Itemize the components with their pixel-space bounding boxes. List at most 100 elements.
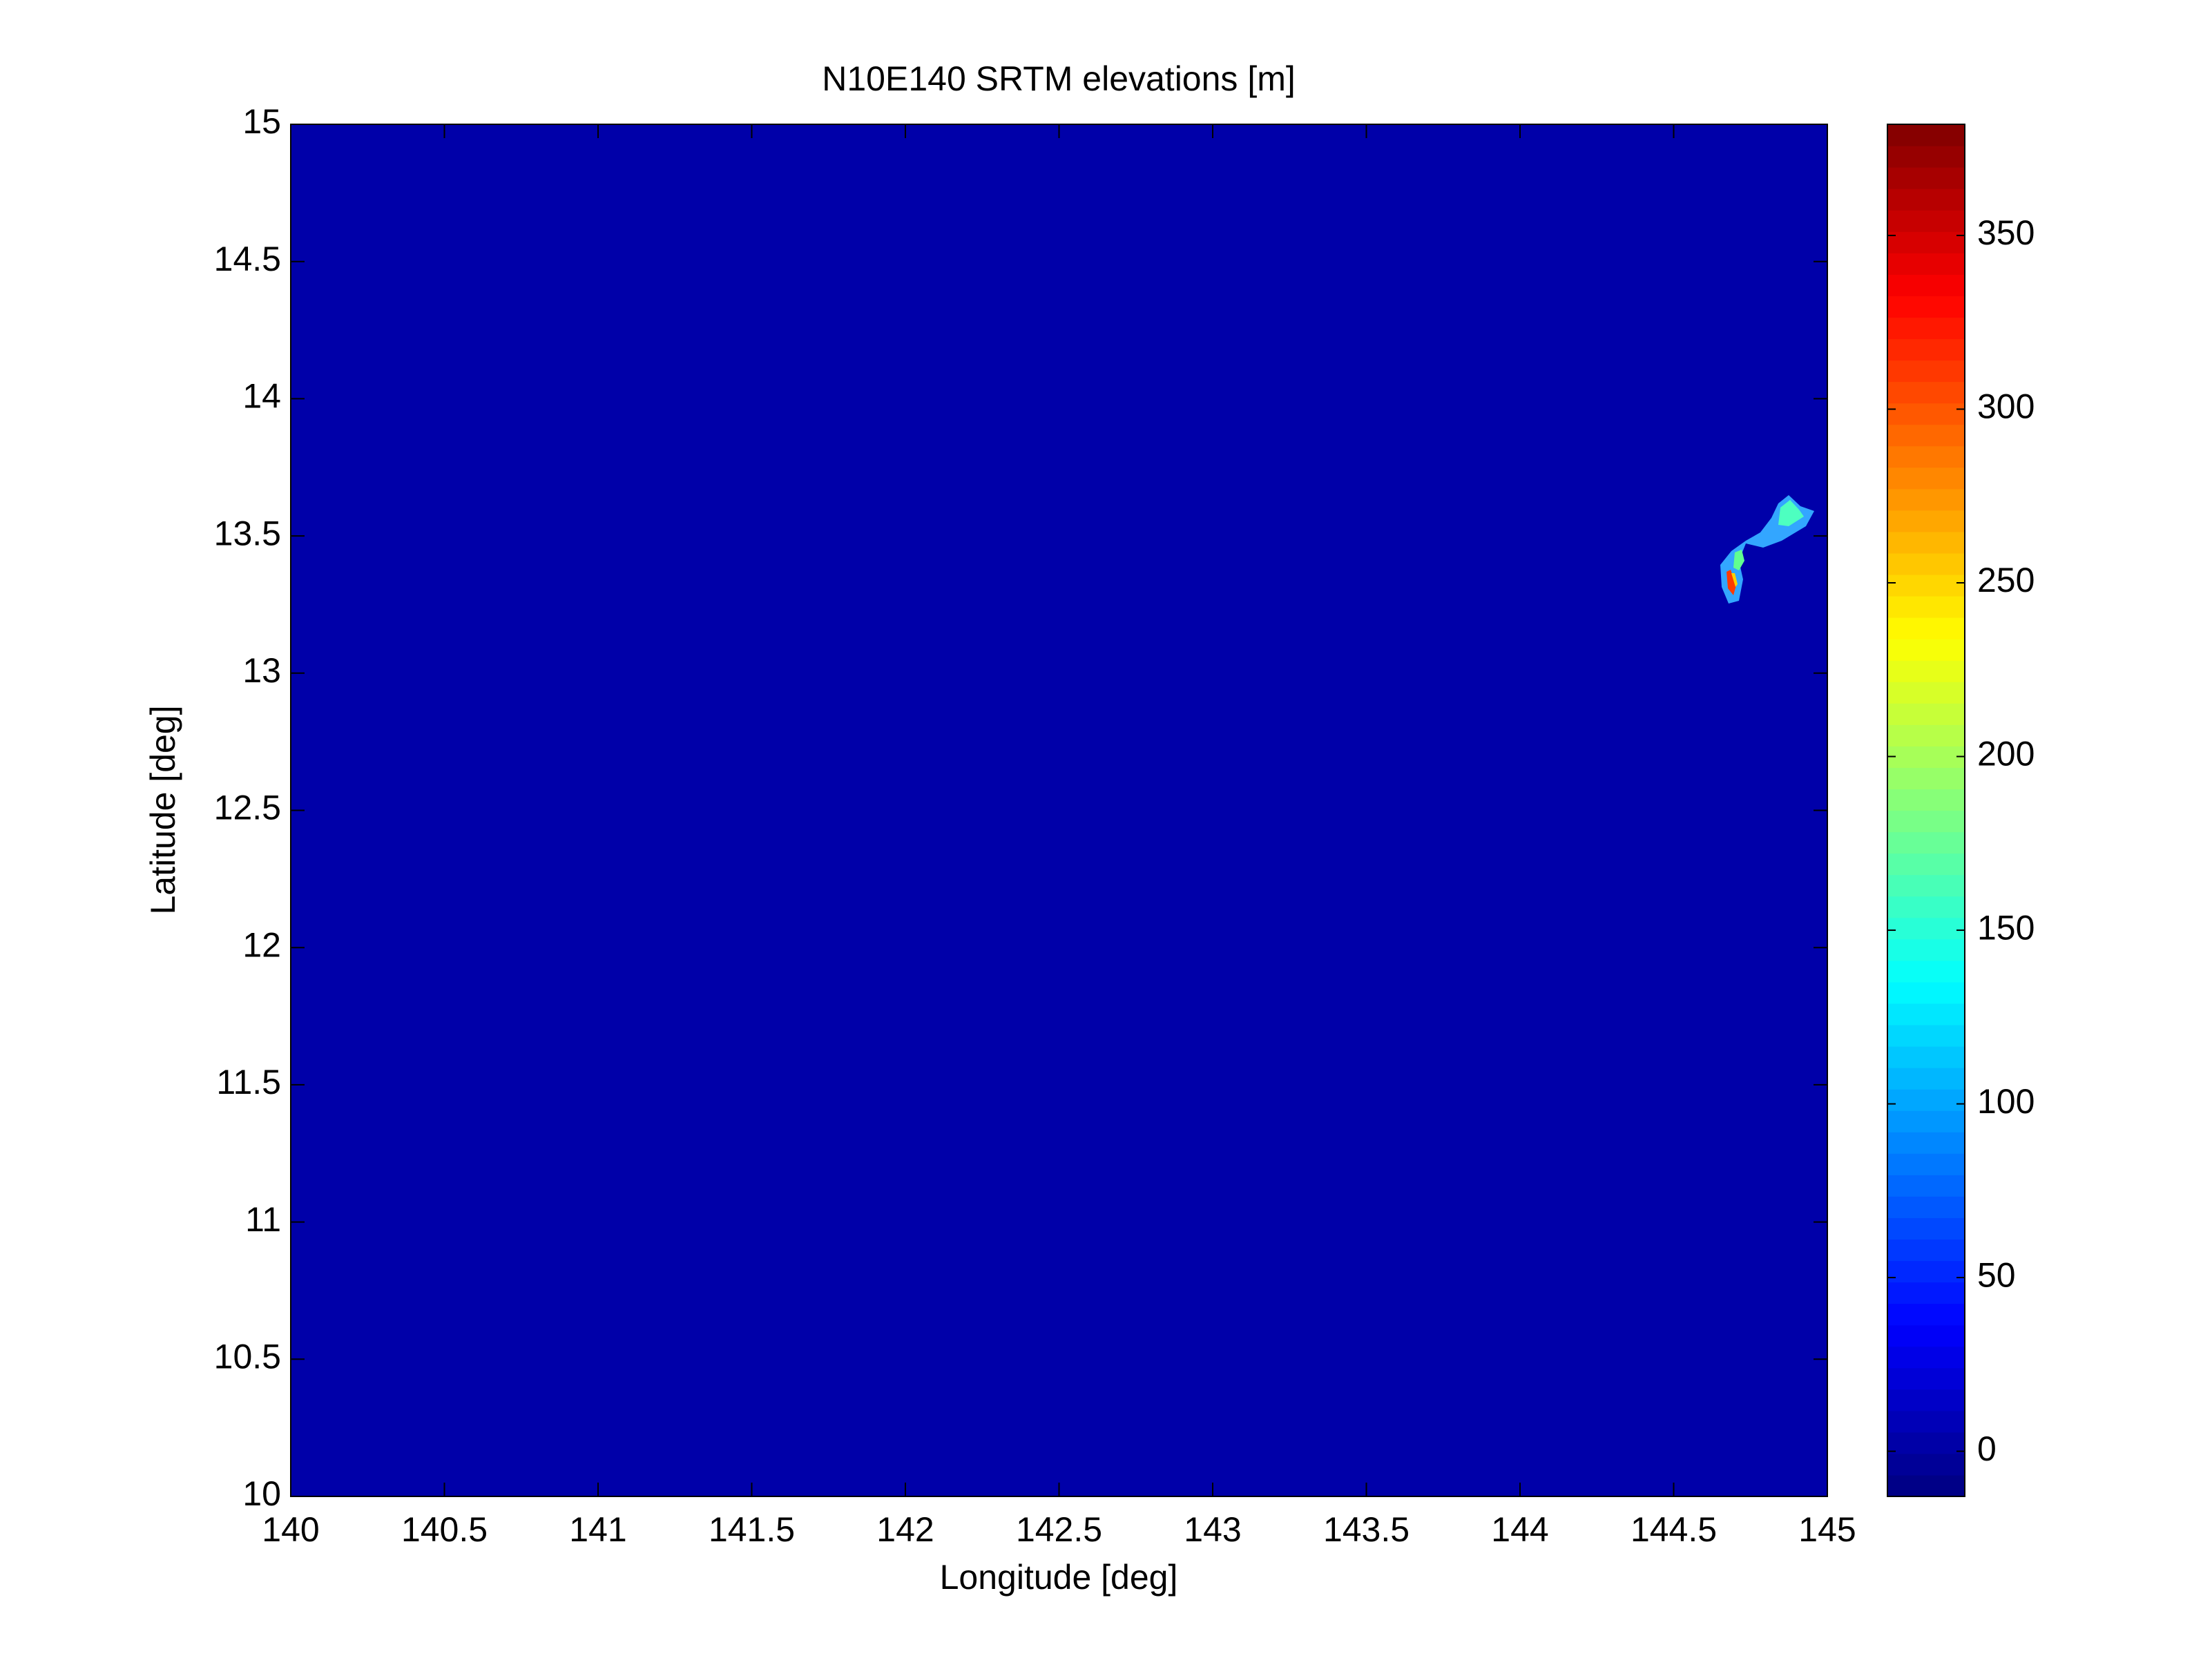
colorbar-tick-label: 350 [1977, 213, 2035, 252]
colorbar-swatch [1887, 682, 1965, 704]
colorbar-swatch [1887, 724, 1965, 746]
island-plateau [1778, 500, 1804, 526]
colorbar-swatch [1887, 789, 1965, 811]
colorbar-swatch [1887, 938, 1965, 961]
x-tick-label: 140.5 [401, 1510, 488, 1549]
y-tick-label: 10.5 [214, 1338, 281, 1376]
y-tick-label: 12.5 [214, 789, 281, 827]
island-ridge [1733, 550, 1744, 570]
colorbar-swatch [1887, 1132, 1965, 1154]
colorbar-swatch [1887, 146, 1965, 168]
colorbar-swatch [1887, 853, 1965, 876]
colorbar-tick-label: 150 [1977, 908, 2035, 947]
colorbar-swatch [1887, 1110, 1965, 1132]
colorbar-swatch [1887, 660, 1965, 682]
colorbar-swatch [1887, 896, 1965, 918]
chart-title: N10E140 SRTM elevations [m] [822, 59, 1296, 98]
colorbar-swatch [1887, 1410, 1965, 1433]
colorbar-swatch [1887, 1346, 1965, 1369]
colorbar-tick-label: 0 [1977, 1429, 1997, 1468]
colorbar-swatch [1887, 617, 1965, 639]
x-tick-label: 141 [569, 1510, 626, 1549]
colorbar-tick-label: 300 [1977, 387, 2035, 426]
colorbar-tick-label: 250 [1977, 561, 2035, 599]
colorbar-swatch [1887, 917, 1965, 940]
colorbar-swatch [1887, 403, 1965, 425]
colorbar-swatch [1887, 1367, 1965, 1390]
x-tick-label: 144 [1491, 1510, 1548, 1549]
y-tick-label: 11 [245, 1200, 281, 1239]
colorbar-swatch [1887, 552, 1965, 575]
colorbar-swatch [1887, 360, 1965, 383]
colorbar-swatch [1887, 338, 1965, 361]
y-axis-label: Latitude [deg] [144, 705, 182, 914]
colorbar-tick-label: 200 [1977, 735, 2035, 773]
x-axis-label: Longitude [deg] [940, 1558, 1178, 1597]
colorbar-swatch [1887, 531, 1965, 554]
colorbar-swatch [1887, 189, 1965, 211]
colorbar-swatch [1887, 1239, 1965, 1262]
colorbar-swatch [1887, 767, 1965, 790]
colorbar-swatch [1887, 1303, 1965, 1326]
y-tick-label: 10 [242, 1474, 281, 1513]
colorbar-frame [1887, 124, 1965, 1497]
colorbar-swatch [1887, 1282, 1965, 1304]
colorbar-swatch [1887, 167, 1965, 189]
x-tick-label: 143 [1184, 1510, 1241, 1549]
colorbar-tick-label: 100 [1977, 1082, 2035, 1121]
colorbar-swatch [1887, 231, 1965, 253]
colorbar-swatch [1887, 124, 1965, 146]
colorbar-swatch [1887, 1260, 1965, 1283]
y-tick-label: 12 [242, 925, 281, 964]
elevation-field [291, 124, 1827, 1496]
colorbar-swatch [1887, 746, 1965, 769]
colorbar-swatch [1887, 1196, 1965, 1218]
colorbar-swatch [1887, 317, 1965, 340]
colorbar-swatch [1887, 1474, 1965, 1497]
colorbar-swatch [1887, 1153, 1965, 1175]
y-tick-label: 13 [242, 651, 281, 690]
island-peak [1727, 570, 1736, 595]
colorbar-swatch [1887, 596, 1965, 618]
colorbar-swatch [1887, 1024, 1965, 1047]
colorbar-swatch [1887, 1389, 1965, 1411]
colorbar-swatch [1887, 1217, 1965, 1240]
y-tick-label: 11.5 [216, 1063, 281, 1101]
colorbar-swatch [1887, 1003, 1965, 1025]
colorbar-swatch [1887, 1175, 1965, 1197]
y-tick-label: 15 [242, 102, 281, 141]
colorbar-swatch [1887, 488, 1965, 511]
colorbar-tick-label: 50 [1977, 1255, 2016, 1294]
colorbar-swatch [1887, 1089, 1965, 1111]
colorbar-swatch [1887, 1453, 1965, 1476]
colorbar-swatch [1887, 981, 1965, 1004]
y-tick-label: 13.5 [214, 514, 281, 552]
colorbar-swatch [1887, 831, 1965, 854]
x-tick-label: 144.5 [1631, 1510, 1717, 1549]
colorbar-swatch [1887, 1432, 1965, 1454]
colorbar-swatch [1887, 467, 1965, 490]
colorbar-swatch [1887, 639, 1965, 661]
colorbar-swatch [1887, 703, 1965, 725]
colorbar-swatch [1887, 810, 1965, 833]
island-slope [1731, 573, 1738, 587]
x-tick-label: 145 [1798, 1510, 1856, 1549]
colorbar-swatch [1887, 296, 1965, 318]
x-tick-label: 142 [876, 1510, 934, 1549]
y-tick-label: 14 [242, 377, 281, 416]
colorbar-swatch [1887, 874, 1965, 897]
colorbar-swatch [1887, 274, 1965, 296]
colorbar-swatch [1887, 960, 1965, 983]
colorbar-swatch [1887, 210, 1965, 232]
colorbar-swatch [1887, 424, 1965, 447]
colorbar-swatch [1887, 381, 1965, 404]
colorbar-swatch [1887, 510, 1965, 532]
x-tick-label: 143.5 [1323, 1510, 1410, 1549]
island [1720, 495, 1814, 604]
colorbar-swatch [1887, 445, 1965, 468]
colorbar-swatch [1887, 1068, 1965, 1090]
x-tick-label: 142.5 [1016, 1510, 1102, 1549]
colorbar-swatch [1887, 253, 1965, 275]
